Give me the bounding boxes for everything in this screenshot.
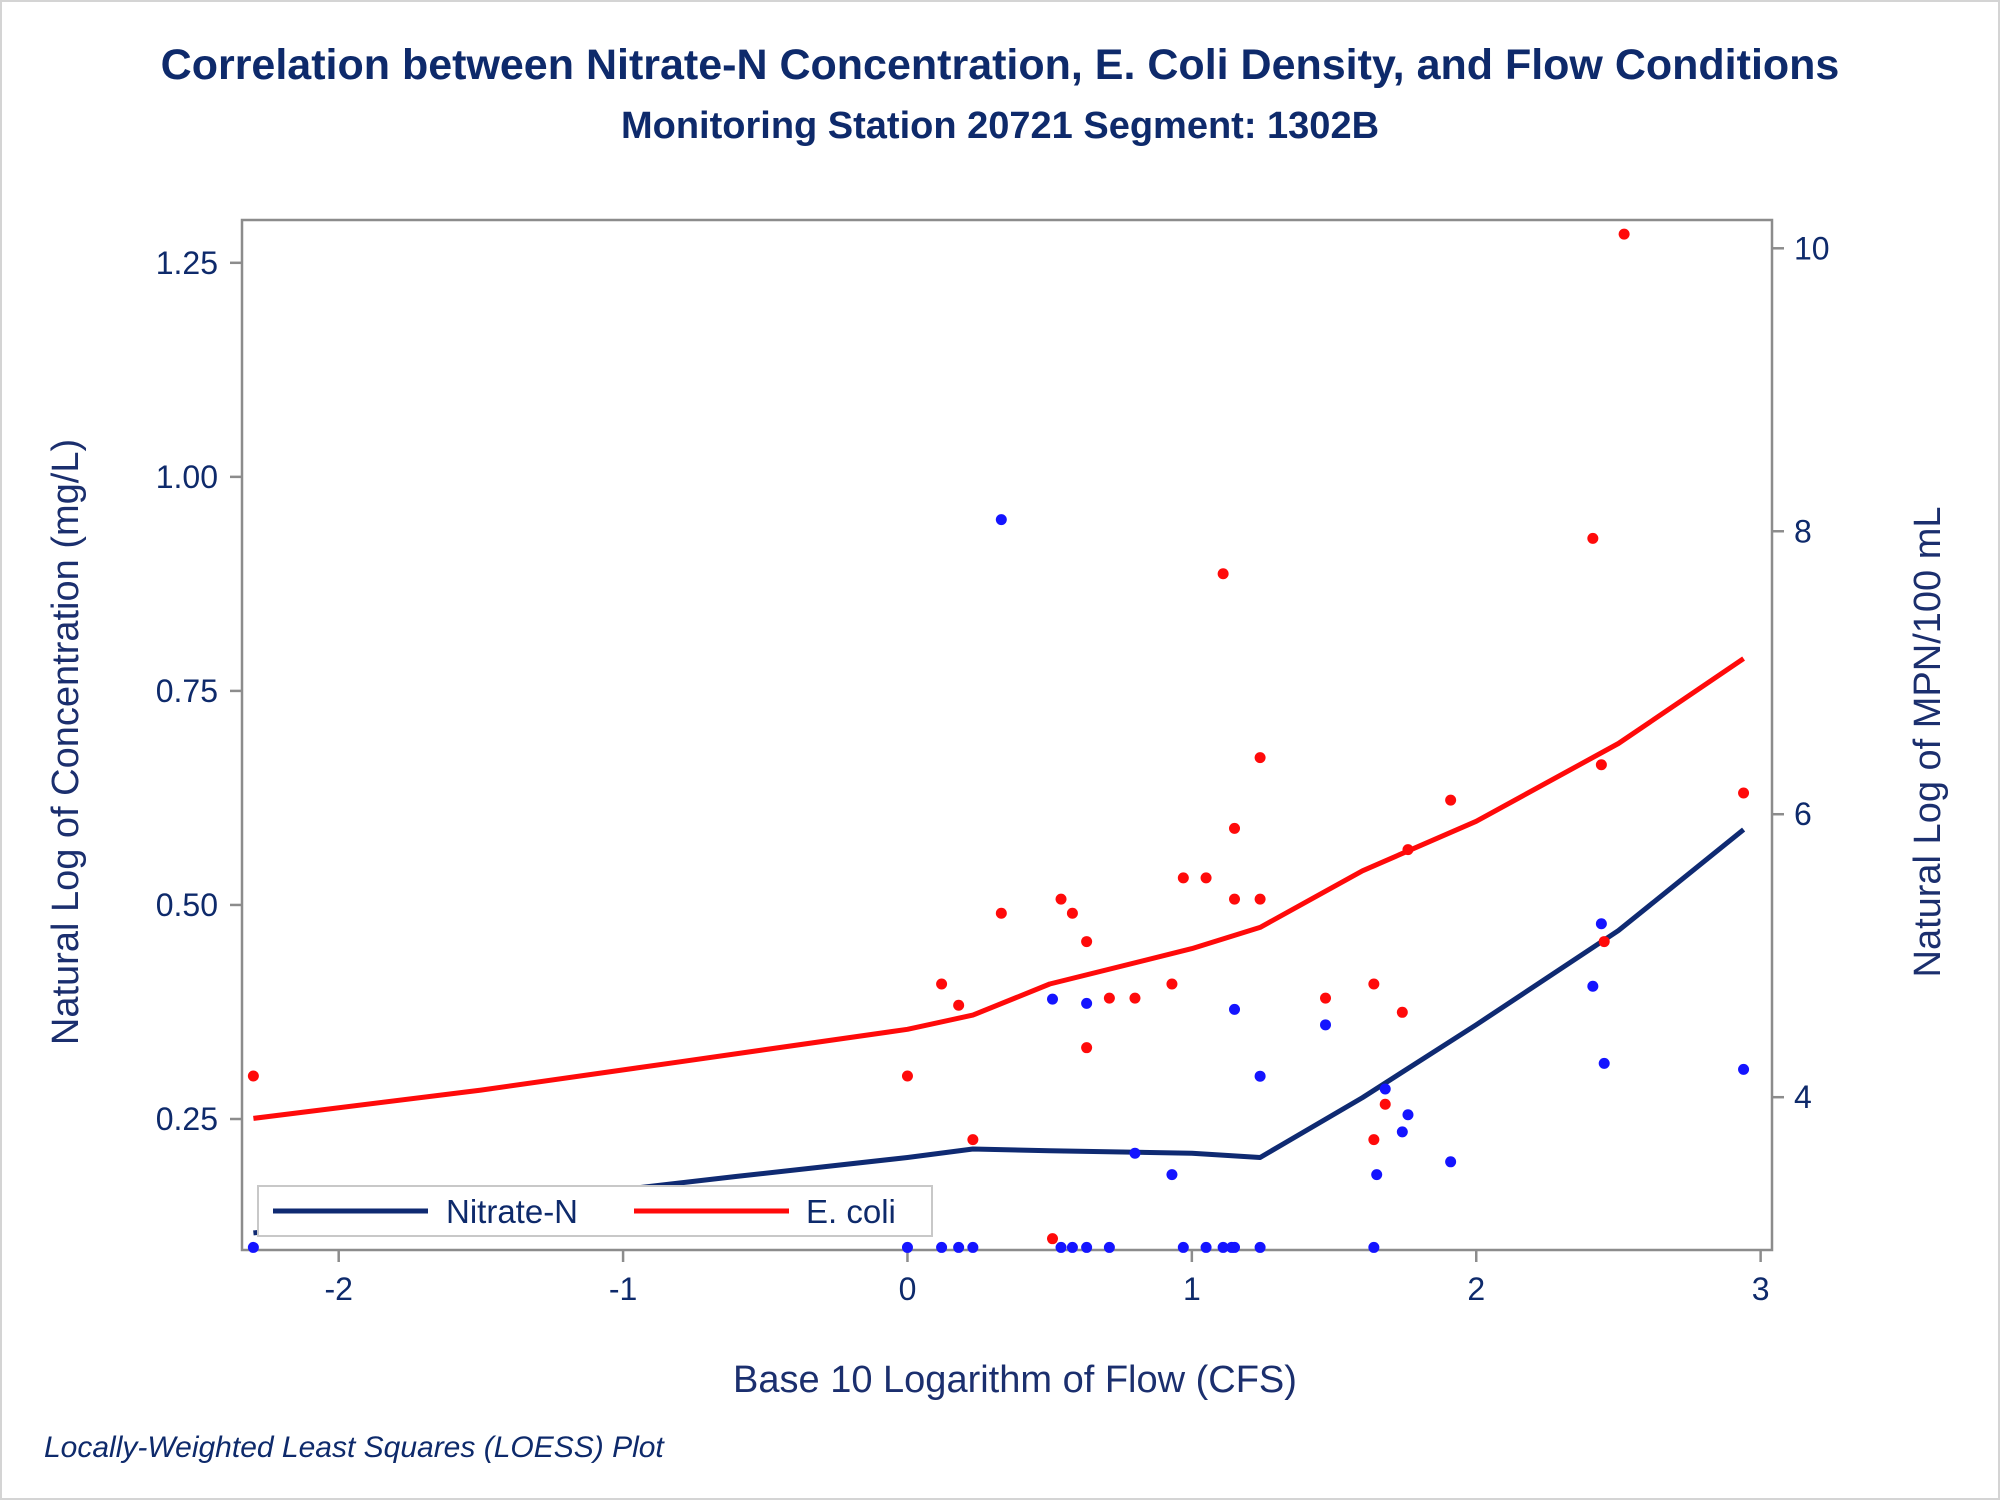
e-coli-point xyxy=(1047,1233,1059,1245)
nitrate-n-point xyxy=(995,514,1007,526)
e-coli-point xyxy=(1066,907,1078,919)
e-coli-point xyxy=(1368,978,1380,990)
e-coli-point xyxy=(967,1134,979,1146)
e-coli-point xyxy=(1598,936,1610,948)
e-coli-point xyxy=(1595,759,1607,771)
nitrate-n-point xyxy=(1129,1147,1141,1159)
e-coli-point xyxy=(1177,872,1189,884)
nitrate-n-point xyxy=(1445,1156,1457,1168)
nitrate-n-point xyxy=(1177,1241,1189,1253)
nitrate-n-point xyxy=(1081,1241,1093,1253)
y-tick-label: 1.00 xyxy=(156,459,218,495)
nitrate-n-point xyxy=(1254,1070,1266,1082)
plot-frame xyxy=(240,218,1774,1252)
e-coli-point xyxy=(1055,893,1067,905)
e-coli-point xyxy=(1129,992,1141,1004)
y2-tick-label: 6 xyxy=(1794,796,1812,832)
nitrate-n-point xyxy=(1379,1083,1391,1095)
e-coli-point xyxy=(1254,752,1266,764)
chart-subtitle: Monitoring Station 20721 Segment: 1302B xyxy=(621,105,1379,147)
x-tick-label: -1 xyxy=(609,1271,637,1307)
e-coli-point xyxy=(1200,872,1212,884)
y-tick-label: 0.75 xyxy=(156,673,218,709)
e-coli-point xyxy=(1103,992,1115,1004)
nitrate-n-point xyxy=(1055,1241,1067,1253)
x-tick-label: 3 xyxy=(1752,1271,1770,1307)
nitrate-n-point xyxy=(1217,1241,1229,1253)
x-tick-label: -2 xyxy=(324,1271,352,1307)
legend-label: Nitrate-N xyxy=(446,1193,578,1230)
y2-tick-label: 8 xyxy=(1794,513,1812,549)
nitrate-n-point xyxy=(936,1241,948,1253)
nitrate-n-point xyxy=(1320,1019,1332,1031)
nitrate-n-point xyxy=(953,1241,965,1253)
e-coli-point xyxy=(1320,992,1332,1004)
e-coli-point xyxy=(1738,787,1750,799)
e-coli-point xyxy=(1166,978,1178,990)
e-coli-point xyxy=(1217,568,1229,580)
nitrate-n-point xyxy=(1368,1241,1380,1253)
plot-area: -2 -1 0 1 2 3 0.25 0.50 0.75 1.00 1.25 4 6 8 10 Nitrate… xyxy=(156,218,1830,1307)
x-axis-label: Base 10 Logarithm of Flow (CFS) xyxy=(733,1359,1297,1401)
e-coli-point xyxy=(1445,794,1457,806)
e-coli-point xyxy=(1618,228,1630,240)
e-coli-point xyxy=(1254,893,1266,905)
nitrate-n-point xyxy=(1402,1109,1414,1121)
e-coli-point xyxy=(1396,1006,1408,1018)
e-coli-point xyxy=(1229,822,1241,834)
nitrate-n-point xyxy=(1166,1169,1178,1181)
x-tick-label: 2 xyxy=(1467,1271,1485,1307)
nitrate-n-point xyxy=(967,1241,979,1253)
e-coli-point xyxy=(936,978,948,990)
nitrate-n-point xyxy=(1598,1057,1610,1069)
nitrate-n-point xyxy=(1200,1241,1212,1253)
nitrate-n-point xyxy=(1047,993,1059,1005)
nitrate-n-point xyxy=(1371,1169,1383,1181)
chart-title: Correlation between Nitrate-N Concentrat… xyxy=(161,41,1840,89)
e-coli-point xyxy=(1081,1042,1093,1054)
y-tick-label: 0.25 xyxy=(156,1101,218,1137)
y-axis-label: Natural Log of Concentration (mg/L) xyxy=(45,439,87,1045)
y2-tick-label: 4 xyxy=(1794,1079,1812,1115)
nitrate-n-point xyxy=(901,1241,913,1253)
e-coli-point xyxy=(1587,532,1599,544)
nitrate-n-point xyxy=(1396,1126,1408,1138)
nitrate-n-point xyxy=(1595,918,1607,930)
e-coli-point xyxy=(1081,936,1093,948)
footnote: Locally-Weighted Least Squares (LOESS) P… xyxy=(44,1431,665,1464)
nitrate-n-point xyxy=(1254,1241,1266,1253)
nitrate-n-point xyxy=(1229,1003,1241,1015)
e-coli-point xyxy=(1368,1134,1380,1146)
nitrate-n-point xyxy=(1229,1241,1241,1253)
nitrate-n-point xyxy=(247,1241,259,1253)
legend-label: E. coli xyxy=(806,1193,896,1230)
y-tick-label: 1.25 xyxy=(156,245,218,281)
y2-tick-label: 10 xyxy=(1794,230,1830,266)
e-coli-point xyxy=(953,999,965,1011)
e-coli-point xyxy=(1402,844,1414,856)
nitrate-n-point xyxy=(1081,997,1093,1009)
nitrate-n-point xyxy=(1587,980,1599,992)
e-coli-point xyxy=(995,907,1007,919)
nitrate-n-point xyxy=(1066,1241,1078,1253)
nitrate-n-point xyxy=(1103,1241,1115,1253)
e-coli-point xyxy=(1229,893,1241,905)
nitrate-n-point xyxy=(1738,1063,1750,1075)
e-coli-loess-line xyxy=(253,656,1746,1121)
y2-axis-label: Natural Log of MPN/100 mL xyxy=(1907,506,1949,977)
nitrate-n-loess-line xyxy=(253,827,1746,1236)
e-coli-point xyxy=(247,1070,259,1082)
e-coli-point xyxy=(1379,1098,1391,1110)
x-tick-label: 0 xyxy=(899,1271,917,1307)
y-tick-label: 0.50 xyxy=(156,887,218,923)
e-coli-point xyxy=(901,1070,913,1082)
x-tick-label: 1 xyxy=(1183,1271,1201,1307)
